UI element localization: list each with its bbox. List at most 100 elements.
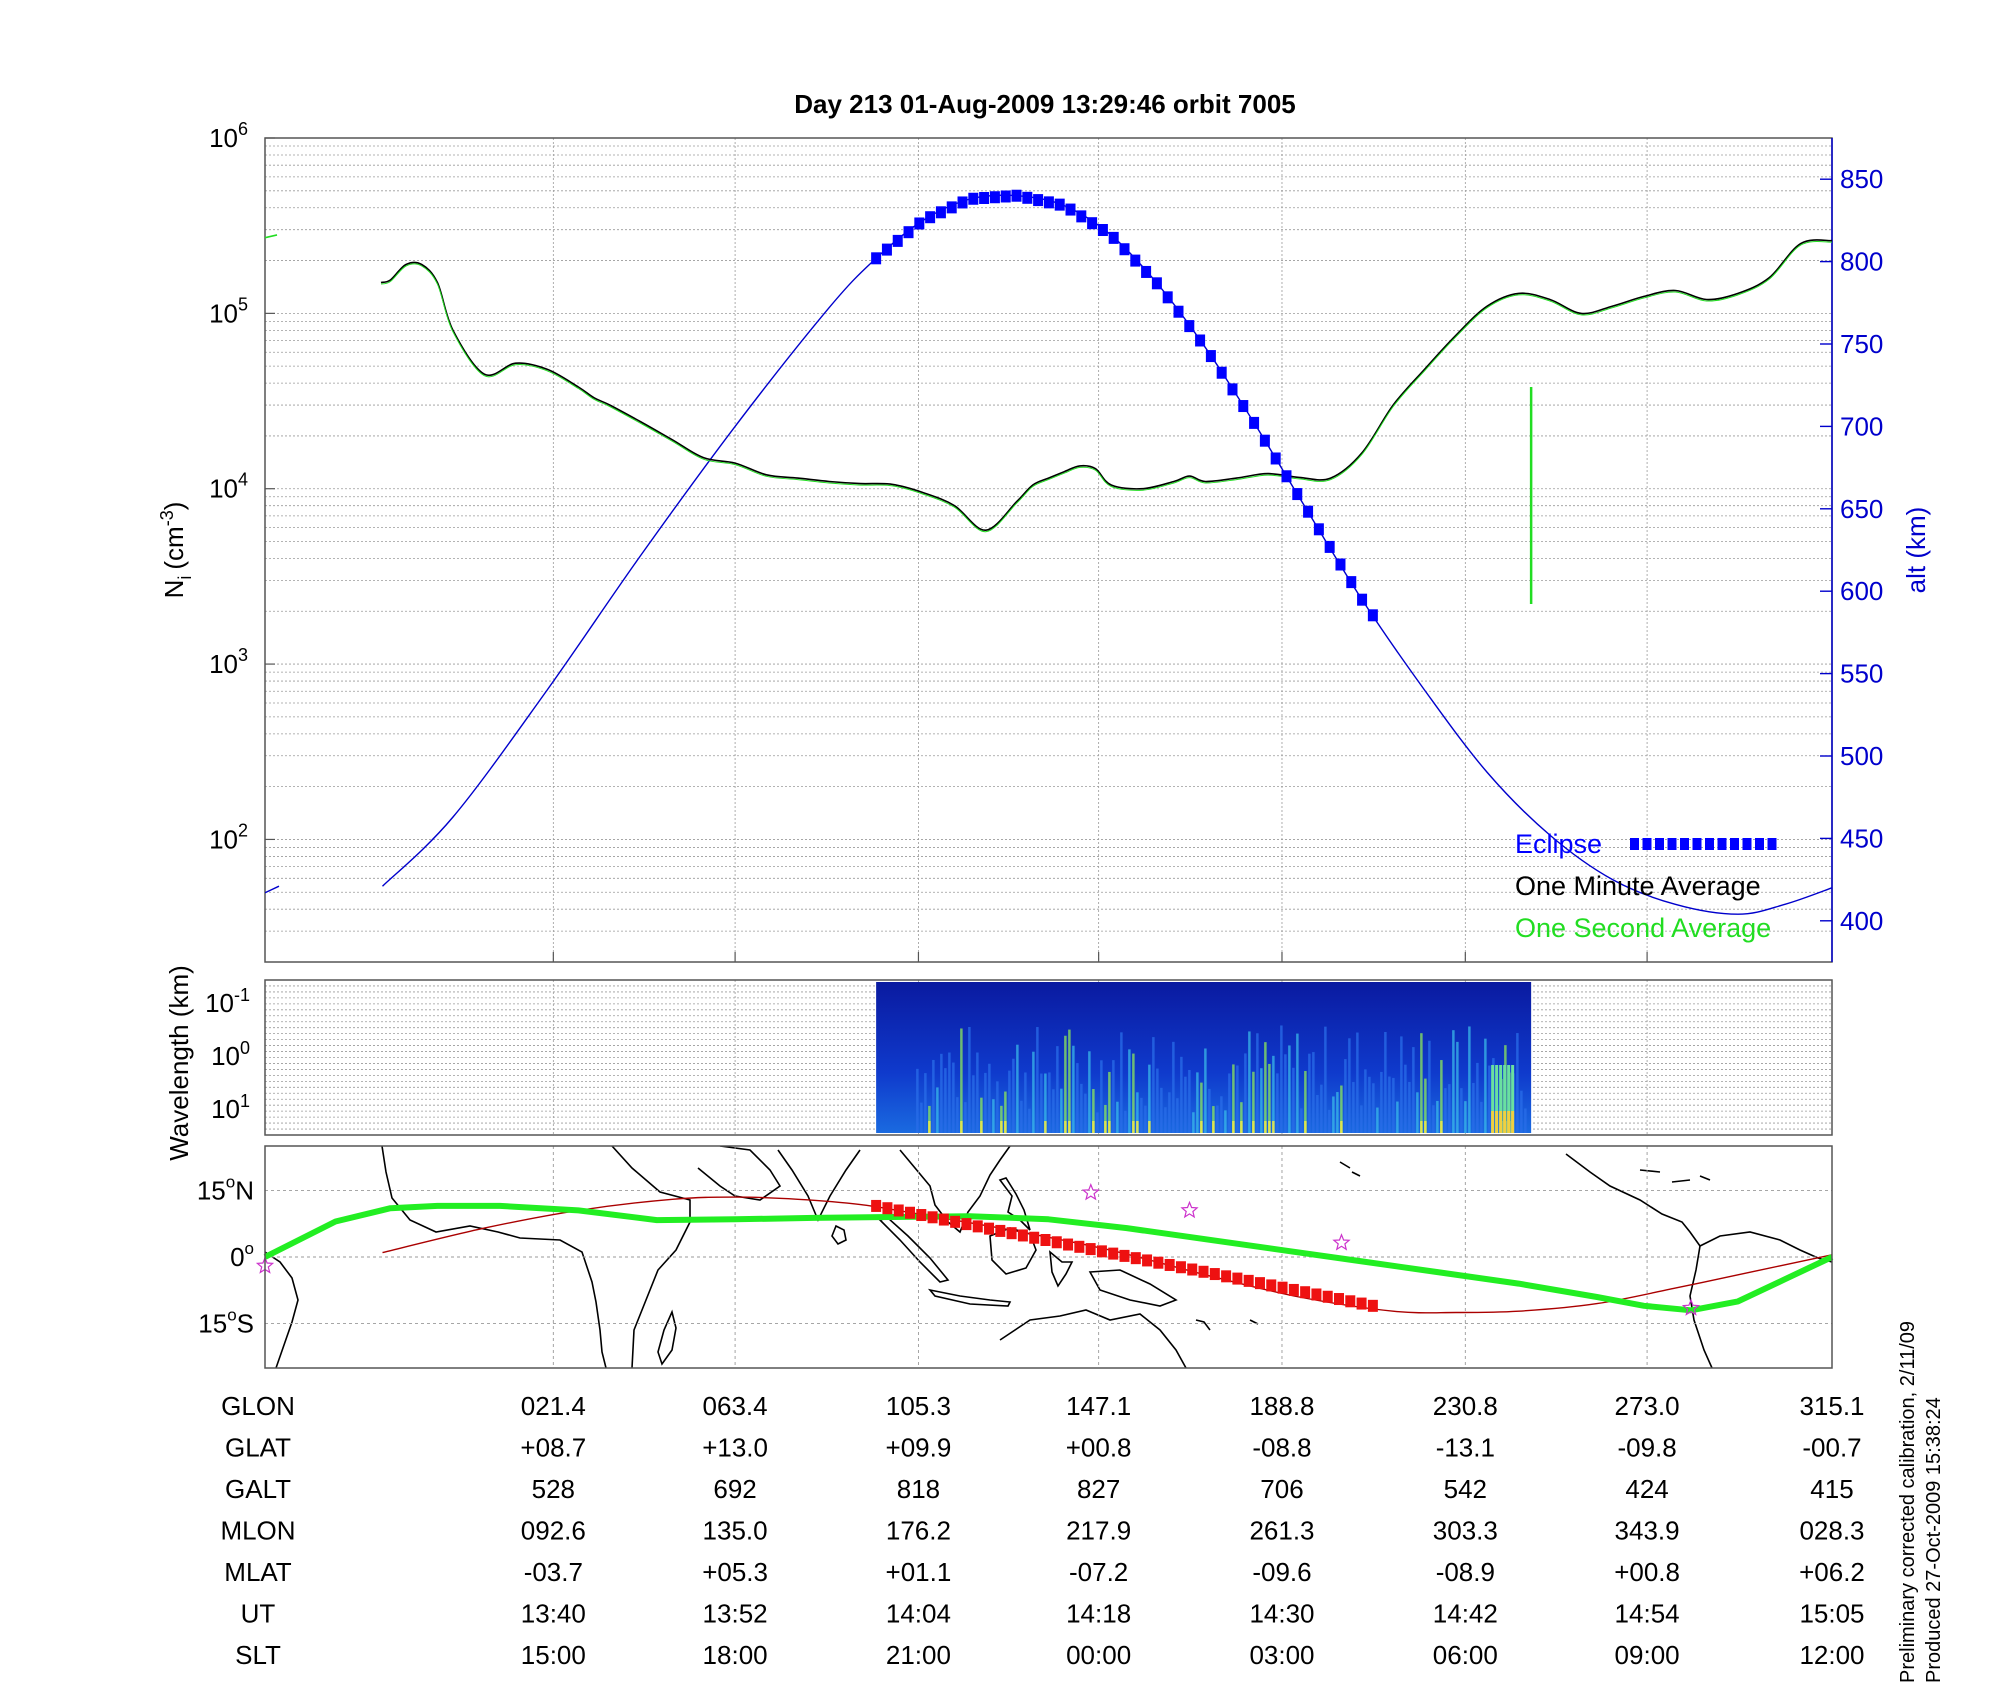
spec-burst xyxy=(1180,1056,1183,1133)
spec-burst xyxy=(1248,1031,1251,1133)
tick-exp: 2 xyxy=(238,820,248,840)
spec-burst xyxy=(1432,1105,1435,1133)
lat-degree: o xyxy=(226,1172,235,1191)
spec-burst xyxy=(1511,1065,1515,1133)
spec-burst xyxy=(984,1072,987,1133)
spec-burst xyxy=(1356,1032,1359,1133)
station-star xyxy=(1180,1200,1199,1219)
ephemeris-cell: 13:52 xyxy=(703,1599,768,1629)
eclipse-track-mark xyxy=(1300,1286,1311,1299)
spec-burst xyxy=(1260,1068,1263,1133)
spec-burst-core xyxy=(1440,1121,1443,1133)
spec-burst xyxy=(1208,1088,1211,1133)
altitude-tick-label: 550 xyxy=(1840,659,1883,689)
eclipse-mark xyxy=(1173,305,1184,318)
eclipse-mark xyxy=(871,252,882,265)
one-second-average-line xyxy=(380,240,1832,533)
ephemeris-cell: 06:00 xyxy=(1433,1640,1498,1670)
density-y-tick-label: 103 xyxy=(209,645,248,679)
spec-burst xyxy=(1436,1100,1439,1133)
spec-burst xyxy=(1392,1077,1395,1133)
spec-burst-core xyxy=(960,1121,963,1133)
spec-burst xyxy=(1368,1076,1371,1133)
spectrogram-panel: 10-1 100 101 Wavelength (km) xyxy=(164,965,1833,1161)
spec-burst xyxy=(1036,1027,1039,1133)
eclipse-track-mark xyxy=(1108,1247,1119,1260)
eclipse-track-mark xyxy=(1153,1256,1164,1269)
spectrogram-grid xyxy=(265,980,1832,1135)
spec-burst xyxy=(1503,1065,1507,1133)
spec-burst xyxy=(988,1063,991,1133)
eclipse-track-mark xyxy=(1175,1261,1186,1274)
spec-burst xyxy=(1204,1048,1207,1133)
ephemeris-cell: 092.6 xyxy=(521,1516,586,1546)
spec-burst xyxy=(1044,1073,1047,1133)
legend-eclipse-label: Eclipse xyxy=(1515,829,1602,859)
spec-burst xyxy=(1520,1090,1523,1133)
spec-tick-exp-3: 1 xyxy=(240,1091,250,1111)
spec-burst xyxy=(1412,1047,1415,1133)
eclipse-mark xyxy=(1281,470,1292,483)
spec-burst xyxy=(1040,1073,1043,1133)
legend-one-minute-label: One Minute Average xyxy=(1515,871,1761,901)
sumatra xyxy=(878,1217,950,1283)
spec-burst-core xyxy=(1268,1121,1271,1133)
sulawesi xyxy=(1049,1250,1074,1288)
eclipse-mark xyxy=(1011,189,1022,202)
eclipse-track-mark xyxy=(1119,1249,1130,1262)
spec-burst xyxy=(976,1052,979,1133)
ephemeris-row-label: GALT xyxy=(225,1474,291,1504)
spec-tick-exp-1: -1 xyxy=(234,985,250,1005)
eclipse-track-mark xyxy=(1187,1263,1198,1276)
spectrogram-ylabel: Wavelength (km) xyxy=(164,965,194,1161)
spec-burst xyxy=(1396,1101,1399,1133)
spec-burst-core xyxy=(1108,1121,1111,1133)
spec-burst xyxy=(1216,1105,1219,1133)
svg-text:10-1: 10-1 xyxy=(205,985,250,1018)
spec-burst xyxy=(1400,1036,1403,1133)
spec-burst xyxy=(1464,1101,1467,1133)
spec-burst-core xyxy=(1200,1121,1203,1133)
ephemeris-cell: 528 xyxy=(532,1474,575,1504)
ephemeris-cell: -07.2 xyxy=(1069,1557,1128,1587)
svg-text:Ni(cm-3): Ni (cm-3) xyxy=(157,502,195,599)
spec-burst xyxy=(1124,1110,1127,1133)
legend-eclipse-mark xyxy=(1717,838,1727,850)
spec-burst xyxy=(1092,1088,1095,1133)
eclipse-mark xyxy=(1162,291,1173,304)
ephemeris-cell: 09:00 xyxy=(1615,1640,1680,1670)
spec-burst xyxy=(1116,1101,1119,1133)
spec-burst xyxy=(1128,1049,1131,1133)
spec-burst xyxy=(1200,1082,1203,1133)
spec-burst xyxy=(1132,1053,1135,1133)
spec-burst xyxy=(1440,1060,1443,1133)
spec-burst-core xyxy=(1272,1121,1275,1133)
spec-burst-core xyxy=(1064,1121,1067,1133)
madagascar xyxy=(657,1309,677,1366)
spec-burst-core xyxy=(1420,1121,1423,1133)
ephemeris-cell: 343.9 xyxy=(1615,1516,1680,1546)
eclipse-mark xyxy=(1367,609,1378,622)
central-america xyxy=(1565,1153,1701,1247)
spec-burst xyxy=(948,1052,951,1133)
spec-burst xyxy=(1312,1052,1315,1133)
footer-notes: Preliminary corrected calibration, 2/11/… xyxy=(1897,1321,1945,1683)
spec-tick-base-3: 10 xyxy=(211,1094,240,1124)
ephemeris-cell: 818 xyxy=(897,1474,940,1504)
altitude-line xyxy=(382,194,1832,915)
spec-burst-core xyxy=(980,1121,983,1133)
eclipse-track-mark xyxy=(871,1199,882,1212)
spec-burst xyxy=(1328,1109,1331,1133)
eclipse-track-mark xyxy=(882,1202,893,1215)
spec-burst xyxy=(1344,1059,1347,1133)
spec-burst xyxy=(1476,1062,1479,1133)
spec-burst-core xyxy=(1004,1121,1007,1133)
eclipse-track-mark xyxy=(927,1211,938,1224)
density-y-tick-label: 104 xyxy=(209,470,248,504)
spec-burst-core xyxy=(1499,1111,1503,1133)
spec-burst xyxy=(928,1105,931,1133)
spec-burst xyxy=(1292,1067,1295,1133)
spec-burst-core xyxy=(1503,1111,1507,1133)
eclipse-track-mark xyxy=(1085,1243,1096,1256)
